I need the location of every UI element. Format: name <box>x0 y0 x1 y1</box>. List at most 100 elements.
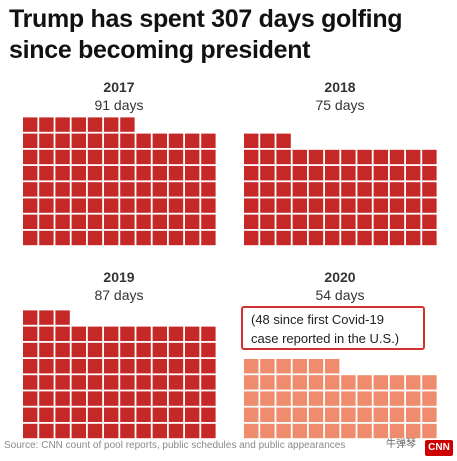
waffle-cell-2020-42 <box>341 375 356 390</box>
waffle-cell-2020-13 <box>260 407 275 422</box>
waffle-cell-2018-33 <box>389 198 405 213</box>
waffle-cell-2017-45 <box>168 182 184 197</box>
waffle-cell-2020-25 <box>260 391 275 406</box>
waffle-cell-2018-15 <box>292 214 307 229</box>
waffle-cell-2017-5 <box>104 230 119 246</box>
waffle-cell-2019-79 <box>136 326 151 341</box>
waffle-cell-2018-47 <box>422 182 437 197</box>
waffle-cell-2020-22 <box>406 407 421 422</box>
waffle-cell-2020-50 <box>276 359 291 374</box>
waffle-cell-2019-13 <box>39 407 54 422</box>
waffle-cell-2019-57 <box>168 359 184 374</box>
waffle-cell-2018-50 <box>276 166 291 181</box>
waffle-cell-2019-82 <box>185 326 200 341</box>
waffle-cell-2019-26 <box>55 391 70 406</box>
waffle-cell-2017-17 <box>104 214 119 229</box>
waffle-cell-2017-4 <box>87 230 103 246</box>
waffle-cell-2017-60 <box>23 149 38 165</box>
covid-note-box: (48 since first Covid-19 case reported i… <box>241 306 425 350</box>
waffle-cell-2017-61 <box>39 149 54 165</box>
waffle-cell-2018-48 <box>244 166 259 181</box>
waffle-cell-2019-23 <box>201 407 216 422</box>
panel-2017-year: 2017 <box>103 79 135 95</box>
waffle-cell-2020-1 <box>260 423 275 439</box>
waffle-cell-2019-60 <box>23 342 38 358</box>
waffle-cell-2019-68 <box>152 342 167 358</box>
waffle-cell-2020-2 <box>276 423 291 439</box>
waffle-cell-2017-6 <box>120 230 135 246</box>
waffle-cell-2019-83 <box>201 326 216 341</box>
waffle-cell-2017-44 <box>152 182 167 197</box>
waffle-cell-2019-49 <box>39 359 54 374</box>
waffle-cell-2019-9 <box>168 423 184 439</box>
waffle-cell-2018-38 <box>276 182 291 197</box>
waffle-cell-2018-29 <box>325 198 340 213</box>
waffle-cell-2017-30 <box>120 198 135 213</box>
panel-2017-days: 91 days <box>94 97 144 113</box>
waffle-cell-2017-75 <box>71 133 86 148</box>
waffle-cell-2017-76 <box>87 133 103 148</box>
waffle-cell-2020-20 <box>373 407 388 422</box>
waffle-cell-2017-90 <box>120 117 135 132</box>
waffle-cell-2017-41 <box>104 182 119 197</box>
waffle-cell-2019-54 <box>120 359 135 374</box>
waffle-cell-2020-49 <box>260 359 275 374</box>
waffle-cell-2019-84 <box>23 310 38 325</box>
waffle-cell-2019-51 <box>71 359 86 374</box>
waffle-cell-2018-6 <box>341 230 356 246</box>
waffle-cell-2017-58 <box>185 166 200 181</box>
waffle-cell-2019-63 <box>71 342 86 358</box>
waffle-cell-2020-30 <box>341 391 356 406</box>
waffle-cell-2017-49 <box>39 166 54 181</box>
waffle-cell-2018-10 <box>406 230 421 246</box>
waffle-cell-2017-64 <box>87 149 103 165</box>
waffle-cell-2018-13 <box>260 214 275 229</box>
waffle-cell-2020-29 <box>325 391 340 406</box>
waffle-cell-2019-80 <box>152 326 167 341</box>
covid-note-line-2: case reported in the U.S.) <box>251 331 400 346</box>
waffle-cell-2020-11 <box>422 423 437 439</box>
waffle-cell-2017-77 <box>104 133 119 148</box>
waffle-cell-2018-40 <box>308 182 324 197</box>
waffle-cell-2017-0 <box>23 230 38 246</box>
waffle-cell-2017-35 <box>201 198 216 213</box>
waffle-cell-2018-35 <box>422 198 437 213</box>
waffle-cell-2017-84 <box>23 117 38 132</box>
waffle-cell-2017-27 <box>71 198 86 213</box>
waffle-cell-2019-61 <box>39 342 54 358</box>
waffle-cell-2018-0 <box>244 230 259 246</box>
waffle-cell-2020-6 <box>341 423 356 439</box>
waffle-cell-2019-1 <box>39 423 54 439</box>
waffle-cell-2020-34 <box>406 391 421 406</box>
waffle-cell-2018-65 <box>325 149 340 165</box>
waffle-cell-2017-22 <box>185 214 200 229</box>
waffle-cell-2020-19 <box>357 407 372 422</box>
waffle-cell-2020-14 <box>276 407 291 422</box>
waffle-cell-2019-11 <box>201 423 216 439</box>
waffle-cell-2019-2 <box>55 423 70 439</box>
waffle-cell-2018-69 <box>389 149 405 165</box>
waffle-cell-2018-44 <box>373 182 388 197</box>
waffle-cell-2017-21 <box>168 214 184 229</box>
waffle-cell-2017-14 <box>55 214 70 229</box>
waffle-cell-2017-46 <box>185 182 200 197</box>
waffle-cell-2018-4 <box>308 230 324 246</box>
waffle-cell-2019-70 <box>185 342 200 358</box>
waffle-cell-2018-17 <box>325 214 340 229</box>
waffle-cell-2018-21 <box>389 214 405 229</box>
panel-2020-days: 54 days <box>315 287 365 303</box>
waffle-cell-2018-46 <box>406 182 421 197</box>
waffle-cell-2019-64 <box>87 342 103 358</box>
waffle-cell-2019-25 <box>39 391 54 406</box>
waffle-cell-2017-8 <box>152 230 167 246</box>
waffle-cell-2019-66 <box>120 342 135 358</box>
cnn-logo: CNN <box>425 440 453 456</box>
waffle-cell-2020-38 <box>276 375 291 390</box>
waffle-cell-2017-79 <box>136 133 151 148</box>
waffle-cell-2017-62 <box>55 149 70 165</box>
waffle-cell-2019-74 <box>55 326 70 341</box>
waffle-cell-2018-25 <box>260 198 275 213</box>
waffle-cell-2019-8 <box>152 423 167 439</box>
waffle-cell-2017-53 <box>104 166 119 181</box>
waffle-cell-2019-17 <box>104 407 119 422</box>
